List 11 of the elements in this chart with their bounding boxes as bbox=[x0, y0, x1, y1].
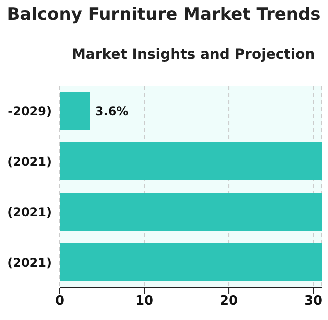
chart-title: Balcony Furniture Market Trends bbox=[6, 5, 322, 25]
x-tick-label: 20 bbox=[220, 294, 238, 310]
x-tick-label: 0 bbox=[55, 294, 65, 310]
data-label: 3.6% bbox=[95, 104, 129, 118]
y-tick-label: -2029) bbox=[8, 104, 52, 119]
x-tick-label: 30 bbox=[304, 294, 323, 310]
x-tick-label: 10 bbox=[135, 294, 154, 310]
y-tick-label: (2021) bbox=[8, 256, 52, 270]
y-tick-label: (2021) bbox=[8, 206, 52, 220]
chart-subtitle: Market Insights and Projection bbox=[72, 47, 316, 63]
y-tick-label: (2021) bbox=[8, 155, 52, 170]
